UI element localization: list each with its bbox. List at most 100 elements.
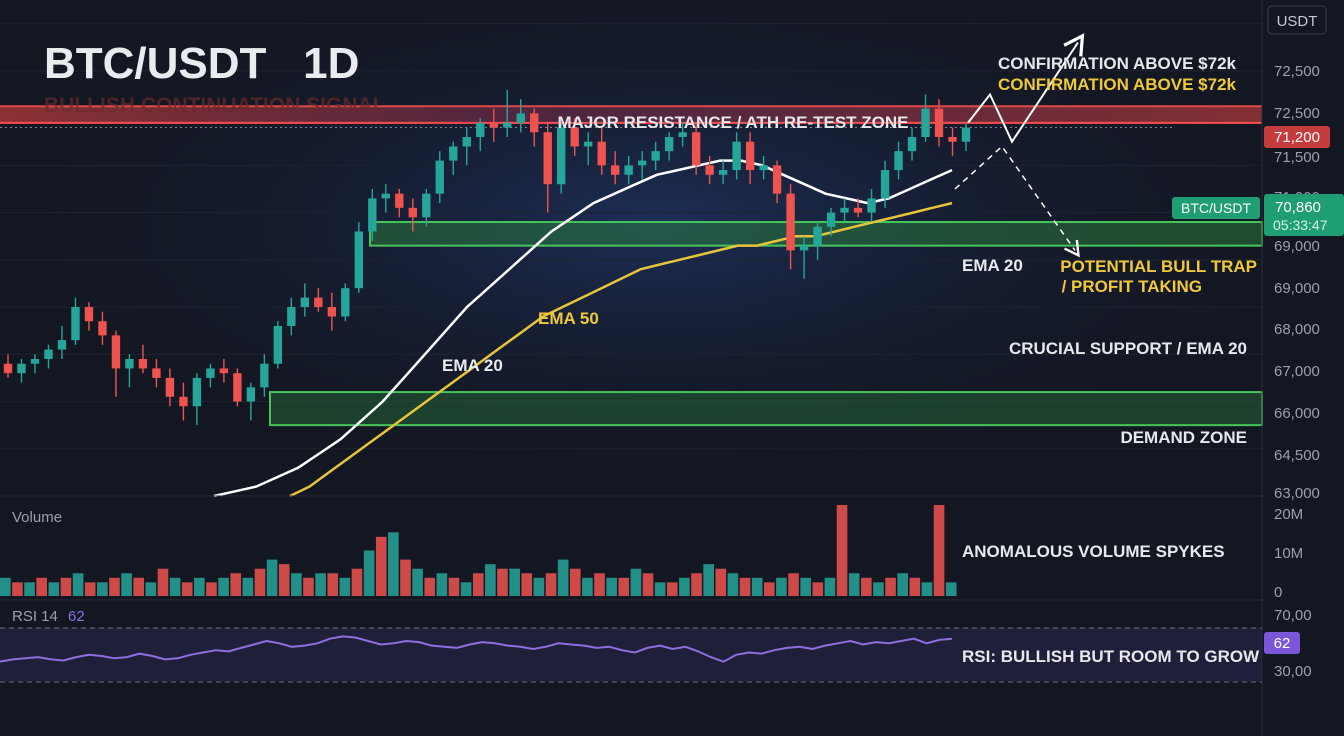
volume-bar <box>351 568 363 596</box>
volume-bar <box>36 577 48 596</box>
candle-body <box>732 141 741 171</box>
candle-body <box>165 377 175 397</box>
volume-bar <box>230 573 242 596</box>
candle-body <box>125 359 134 369</box>
candle-body <box>961 127 971 142</box>
volume-bar <box>703 564 714 596</box>
rsi-panel-label: RSI 14 <box>12 608 58 625</box>
ema20-line <box>213 159 953 498</box>
volume-bar <box>873 582 884 596</box>
candle-body <box>624 165 633 175</box>
candle-body <box>30 359 40 364</box>
volume-bar <box>654 582 666 596</box>
resistance-zone <box>0 106 1262 123</box>
volume-bar <box>97 582 108 596</box>
price-tick: 67,000 <box>1274 363 1320 380</box>
candle-body <box>435 160 444 194</box>
candle-body <box>678 132 687 137</box>
candle-body <box>179 396 188 407</box>
volume-bar <box>739 577 751 596</box>
volume-bar <box>133 577 145 596</box>
volume-bar <box>545 573 557 596</box>
candle-body <box>354 231 363 289</box>
ema20-label-right: EMA 20 <box>962 256 1023 275</box>
volume-bar <box>945 582 957 596</box>
candle-body <box>543 132 552 185</box>
volume-bar <box>715 568 727 596</box>
volume-bar <box>509 568 520 596</box>
current-price-text: 70,860 <box>1275 199 1321 216</box>
candle-body <box>570 127 579 147</box>
demand-zone <box>269 391 1263 427</box>
current-price-badge <box>1264 194 1344 236</box>
volume-bar <box>727 573 739 596</box>
volume-bar <box>921 582 933 596</box>
profit-taking-label: / PROFIT TAKING <box>1062 277 1202 296</box>
rsi-annotation: RSI: BULLISH BUT ROOM TO GROW <box>962 647 1260 666</box>
volume-bar <box>278 564 290 596</box>
volume-bar <box>206 582 217 596</box>
volume-bar <box>751 577 763 596</box>
candle-body <box>219 368 229 374</box>
volume-bar <box>12 582 23 596</box>
volume-bar <box>315 573 326 596</box>
volume-bar <box>788 573 799 596</box>
candle-body <box>584 141 593 147</box>
volume-bar <box>436 573 448 596</box>
chart-subtitle: BULLISH CONTINUATION SIGNAL <box>44 94 386 117</box>
candle-body <box>718 170 728 175</box>
volume-bar <box>557 559 569 596</box>
bear-trap-projection-arrow <box>954 145 1080 258</box>
currency-box[interactable] <box>1267 5 1327 35</box>
volume-bar <box>218 577 229 596</box>
candle-body <box>934 108 944 137</box>
price-tick: 69,000 <box>1274 238 1320 255</box>
ema50-line <box>289 201 953 498</box>
volume-bar <box>836 505 848 596</box>
candle-body <box>921 108 930 137</box>
volume-tick: 0 <box>1274 584 1282 601</box>
candle-body <box>111 335 121 369</box>
resistance-price-badge <box>1264 126 1330 148</box>
candle-body <box>611 165 620 175</box>
price-tick: 66,000 <box>1274 405 1320 422</box>
candle-body <box>206 368 215 378</box>
candle-body <box>867 198 876 213</box>
volume-bars <box>0 505 957 596</box>
volume-bar <box>909 577 921 596</box>
rsi-band <box>0 628 1262 682</box>
volume-bar <box>763 582 775 596</box>
bull-trap-label: POTENTIAL BULL TRAP <box>1060 257 1257 276</box>
candle-body <box>138 359 148 369</box>
candle-body <box>327 307 337 317</box>
rsi-line <box>0 635 953 663</box>
candle-body <box>651 151 660 161</box>
volume-bar <box>485 564 496 596</box>
volume-tick: 20M <box>1274 506 1303 523</box>
rsi-tick: 30,00 <box>1274 663 1312 680</box>
volume-bar <box>848 573 860 596</box>
candle-body <box>368 198 377 232</box>
volume-bar <box>424 577 436 596</box>
volume-bar <box>339 577 351 596</box>
candle-body <box>273 325 283 364</box>
candle-body <box>341 288 350 317</box>
candle-body <box>422 193 431 218</box>
volume-bar <box>582 577 593 596</box>
candle-body <box>948 136 957 142</box>
candle-body <box>300 297 310 308</box>
current-symbol-badge <box>1172 197 1260 219</box>
volume-bar <box>400 559 411 596</box>
volume-bar <box>157 568 169 596</box>
candle-body <box>503 122 512 128</box>
price-tick: 72,500 <box>1274 105 1320 122</box>
volume-bar <box>194 577 205 596</box>
volume-bar <box>679 577 690 596</box>
chart-title: BTC/USDT 1D <box>44 39 359 88</box>
volume-bar <box>618 577 630 596</box>
volume-bar <box>388 532 399 596</box>
volume-bar <box>824 577 836 596</box>
resistance-price-text: 71,200 <box>1274 129 1320 146</box>
price-tick: 64,500 <box>1274 447 1320 464</box>
